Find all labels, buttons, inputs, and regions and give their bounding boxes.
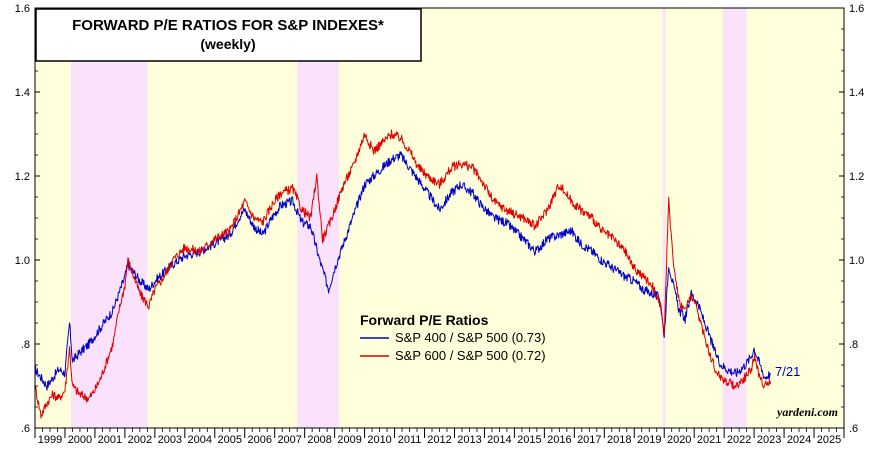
legend: Forward P/E Ratios S&P 400 / S&P 500 (0.…	[360, 312, 546, 363]
x-tick-2008: 2008	[307, 434, 331, 446]
x-tick-2007: 2007	[277, 434, 301, 446]
x-tick-2020: 2020	[667, 434, 691, 446]
y-tick-left-2: 1.0	[15, 255, 30, 267]
x-tick-2005: 2005	[218, 434, 242, 446]
series-layer	[34, 129, 772, 419]
y-axis-right: .6 .8 1.0 1.2 1.4 1.6	[839, 3, 864, 435]
x-tick-2009: 2009	[337, 434, 361, 446]
recession-band-2	[662, 8, 666, 428]
y-tick-right-0: .6	[849, 423, 858, 435]
y-tick-left-4: 1.4	[15, 87, 30, 99]
x-tick-2002: 2002	[128, 434, 152, 446]
x-tick-2010: 2010	[367, 434, 391, 446]
y-tick-left-3: 1.2	[15, 171, 30, 183]
x-tick-2004: 2004	[188, 434, 212, 446]
x-tick-2013: 2013	[457, 434, 481, 446]
y-tick-left-0: .6	[21, 423, 30, 435]
x-tick-2023: 2023	[757, 434, 781, 446]
plot-background	[35, 8, 844, 428]
y-tick-left-1: .8	[21, 339, 30, 351]
x-tick-2018: 2018	[607, 434, 631, 446]
title-box: FORWARD P/E RATIOS FOR S&P INDEXES* (wee…	[35, 8, 422, 62]
x-tick-2014: 2014	[487, 434, 511, 446]
chart-title: FORWARD P/E RATIOS FOR S&P INDEXES*	[72, 17, 384, 34]
y-tick-right-2: 1.0	[849, 255, 864, 267]
x-tick-2012: 2012	[427, 434, 451, 446]
x-tick-2022: 2022	[727, 434, 751, 446]
x-tick-2024: 2024	[787, 434, 811, 446]
chart-subtitle: (weekly)	[200, 36, 255, 52]
x-tick-2011: 2011	[398, 434, 422, 446]
legend-heading: Forward P/E Ratios	[360, 312, 489, 328]
x-tick-2019: 2019	[637, 434, 661, 446]
date-annotation: 7/21	[775, 364, 800, 379]
x-tick-2000: 2000	[68, 434, 92, 446]
x-tick-1999: 1999	[38, 434, 62, 446]
recession-band-3	[722, 8, 747, 428]
plot-area	[35, 8, 844, 428]
y-tick-right-4: 1.4	[849, 87, 864, 99]
y-tick-right-5: 1.6	[849, 3, 864, 15]
recession-band-0	[70, 8, 148, 428]
y-axis-left: .6 .8 1.0 1.2 1.4 1.6	[15, 3, 40, 435]
y-tick-right-1: .8	[849, 339, 858, 351]
title-box-frame	[35, 8, 422, 62]
x-tick-2001: 2001	[98, 434, 122, 446]
x-tick-2016: 2016	[547, 434, 571, 446]
source-label: yardeni.com	[775, 405, 838, 419]
x-tick-2017: 2017	[577, 434, 601, 446]
x-tick-2021: 2021	[697, 434, 721, 446]
x-tick-2015: 2015	[517, 434, 541, 446]
legend-label-sp400: S&P 400 / S&P 500 (0.73)	[395, 330, 546, 345]
x-tick-2003: 2003	[158, 434, 182, 446]
x-tick-2025: 2025	[817, 434, 841, 446]
series-line-0	[34, 151, 771, 391]
y-tick-right-3: 1.2	[849, 171, 864, 183]
y-tick-left-5: 1.6	[15, 3, 30, 15]
series-line-1	[34, 129, 772, 419]
legend-label-sp600: S&P 600 / S&P 500 (0.72)	[395, 348, 546, 363]
x-tick-2006: 2006	[247, 434, 271, 446]
recession-bands	[70, 8, 747, 428]
x-axis: 1999 2000 2001 2002 2003 2004 2005 2006 2007 2008…	[34, 428, 845, 446]
